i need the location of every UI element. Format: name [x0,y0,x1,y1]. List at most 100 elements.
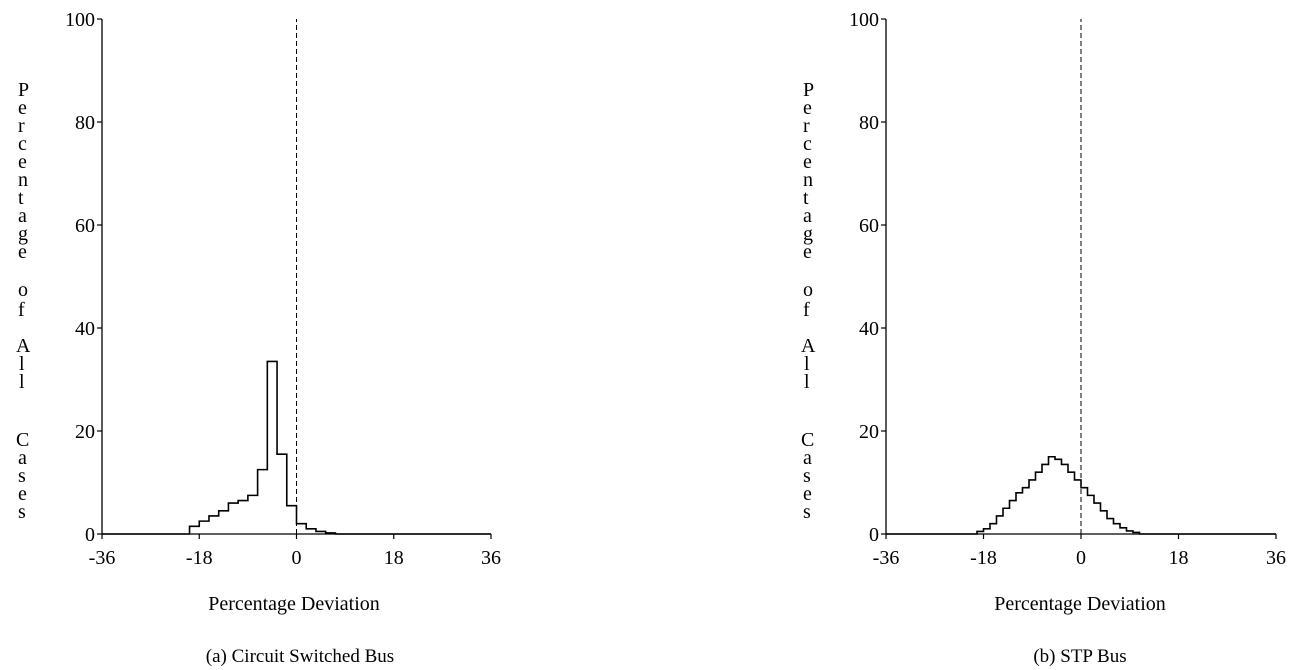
histogram-bin [1101,511,1108,534]
ylabel-char: l [804,371,810,393]
y-tick-label: 80 [75,112,95,134]
x-tick-label: 0 [292,547,302,569]
y-tick-label: 100 [65,9,95,31]
ylabel-char: P [18,79,29,101]
axes [97,18,492,539]
ylabel-char: r [803,115,810,137]
histogram-bin [1016,493,1023,534]
x-axis-title: Percentage Deviation [208,593,380,615]
y-tick-label: 80 [859,112,879,134]
histogram-bin [297,524,307,534]
ylabel-char: n [18,169,28,191]
histogram-outline [102,360,491,535]
histogram-bin [326,533,336,534]
histogram-bins [102,360,491,535]
ylabel-char: a [803,447,812,469]
y-tick-labels: 0 20 40 60 80 100 [65,9,95,546]
y-tick-label: 60 [859,215,879,237]
histogram-bin [228,503,238,534]
ylabel-char: s [803,465,811,487]
histogram-bin [1114,524,1121,534]
x-tick-label: 18 [1169,547,1189,569]
y-tick-label: 0 [869,524,879,546]
histogram-bin [997,516,1004,534]
ylabel-char: C [801,429,814,451]
histogram-bin [1068,472,1075,534]
histogram-bin [1055,459,1062,534]
histogram-bin [258,470,268,534]
histogram-bin [1036,472,1043,534]
ylabel-char: e [803,241,812,263]
ylabel-char: A [801,335,816,357]
ylabel-char: e [803,97,812,119]
histogram-bin [248,495,258,534]
ylabel-char: c [803,133,812,155]
histogram-bin [277,454,287,534]
y-tick-labels: 0 20 40 60 80 100 [849,9,879,546]
histogram-bin [1127,531,1134,534]
histogram-bin [1088,495,1095,534]
panel-circuit-switched-bus: P e r c e n t a g e o f A l l C a s e s … [16,9,501,667]
histogram-bin [1062,464,1069,534]
y-tick-label: 20 [75,421,95,443]
histogram-bin [1094,503,1101,534]
ylabel-char: e [18,241,27,263]
ylabel-char: e [803,483,812,505]
y-tick-label: 100 [849,9,879,31]
histogram-bin [1003,508,1010,534]
x-tick-label: -18 [970,547,997,569]
ylabel-char: f [803,299,810,321]
histogram-bin [287,506,297,534]
panel-stp-bus: P e r c e n t a g e o f A l l C a s e s … [801,9,1286,667]
ylabel-char: g [18,223,28,245]
ylabel-char: s [803,501,811,523]
ylabel-char: c [18,133,27,155]
ylabel-char: P [803,79,814,101]
y-tick-label: 60 [75,215,95,237]
histogram-bin [1081,488,1088,534]
histogram-bin [1075,480,1082,534]
x-axis-title: Percentage Deviation [994,593,1166,615]
histogram-bin [1029,480,1036,534]
ylabel-char: o [803,279,813,301]
histogram-bin [190,526,200,534]
ylabel-char: e [18,151,27,173]
histogram-bin [977,531,984,534]
histogram-bin [1049,457,1056,534]
ylabel-char: t [803,187,809,209]
ylabel-char: a [803,205,812,227]
y-tick-label: 40 [859,318,879,340]
ylabel-char: s [18,465,26,487]
histogram-bin [238,501,248,534]
ylabel-char: g [803,223,813,245]
x-tick-label: 0 [1076,547,1086,569]
x-tick-label: -36 [89,547,116,569]
ylabel-char: l [804,353,810,375]
y-axis-title: P e r c e n t a g e o f A l l C a s e s [801,79,816,523]
x-tick-labels: -36 -18 0 18 36 [89,547,501,569]
ylabel-char: l [19,353,25,375]
histogram-bin [990,524,997,534]
histogram-bin [316,531,326,534]
histogram-outline [886,455,1276,535]
x-tick-labels: -36 -18 0 18 36 [873,547,1286,569]
axes [881,18,1277,539]
ylabel-char: e [803,151,812,173]
ylabel-char: A [16,335,31,357]
histogram-bin [199,521,209,534]
y-axis-title: P e r c e n t a g e o f A l l C a s e s [16,79,31,523]
ylabel-char: a [18,447,27,469]
histogram-bin [1133,532,1140,534]
ylabel-char: e [18,97,27,119]
histogram-bin [1120,528,1127,534]
histogram-bin [209,516,219,534]
x-tick-label: -36 [873,547,900,569]
ylabel-char: r [18,115,25,137]
x-tick-label: 36 [1266,547,1286,569]
histogram-bin [1010,501,1017,534]
figure-caption: (b) STP Bus [1033,646,1126,667]
ylabel-char: t [18,187,24,209]
histogram-bin [267,361,277,534]
x-tick-label: 36 [481,547,501,569]
